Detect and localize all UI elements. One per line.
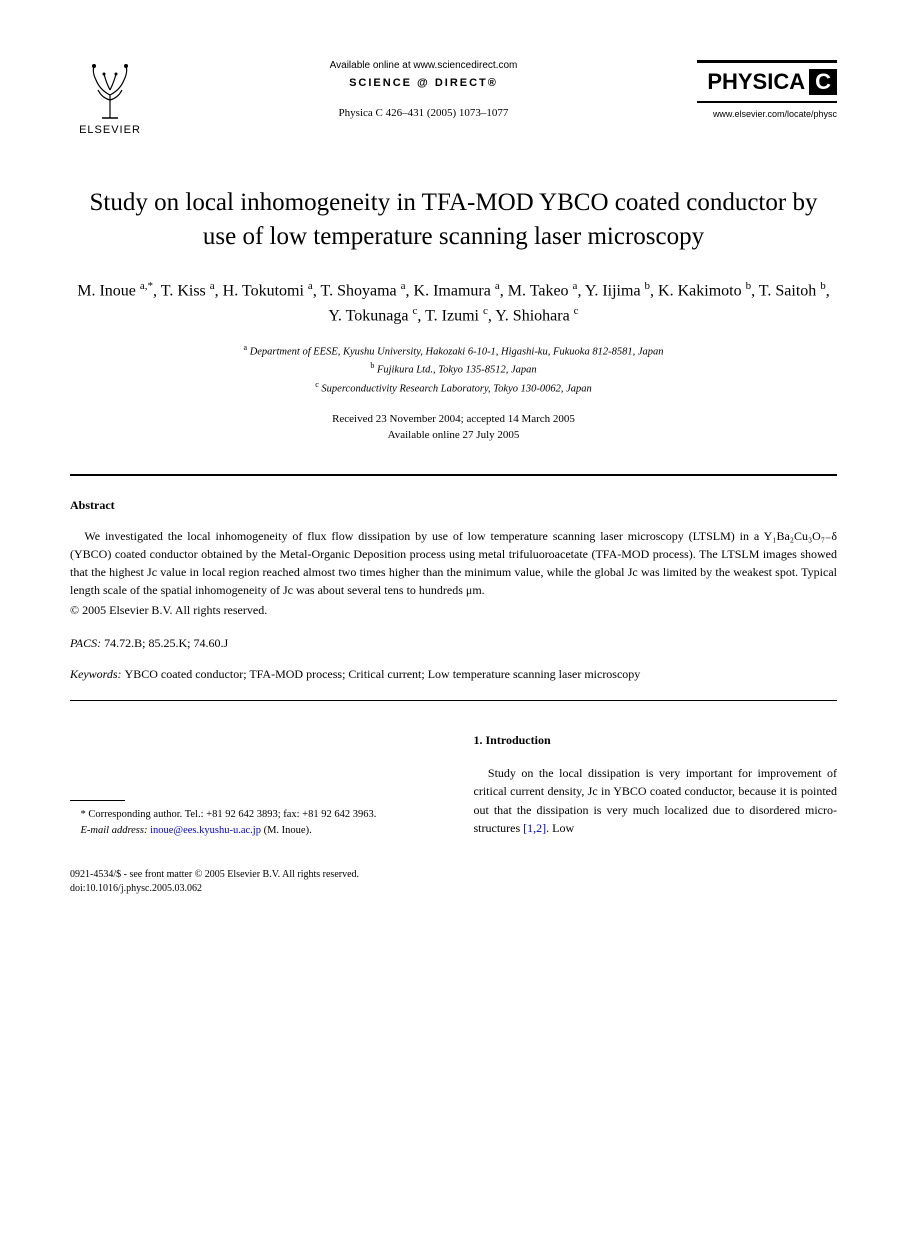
body-columns: * Corresponding author. Tel.: +81 92 642… bbox=[70, 731, 837, 838]
abstract-copyright: © 2005 Elsevier B.V. All rights reserved… bbox=[70, 603, 837, 618]
introduction-text: Study on the local dissipation is very i… bbox=[474, 764, 838, 838]
journal-bar-top bbox=[697, 60, 837, 63]
pacs-label: PACS: bbox=[70, 636, 101, 650]
affiliation-a: a Department of EESE, Kyushu University,… bbox=[70, 342, 837, 360]
elsevier-tree-icon bbox=[82, 60, 138, 120]
issn-line: 0921-4534/$ - see front matter © 2005 El… bbox=[70, 868, 837, 882]
introduction-heading: 1. Introduction bbox=[474, 731, 838, 750]
affiliations-block: a Department of EESE, Kyushu University,… bbox=[70, 342, 837, 397]
journal-badge: PHYSICA C www.elsevier.com/locate/physc bbox=[697, 60, 837, 119]
doi-line: doi:10.1016/j.physc.2005.03.062 bbox=[70, 882, 837, 896]
pacs-line: PACS: 74.72.B; 85.25.K; 74.60.J bbox=[70, 636, 837, 651]
publisher-name: ELSEVIER bbox=[70, 124, 150, 136]
pacs-codes: 74.72.B; 85.25.K; 74.60.J bbox=[104, 636, 228, 650]
corresponding-author-footnote: * Corresponding author. Tel.: +81 92 642… bbox=[70, 807, 434, 822]
journal-bar-bottom bbox=[697, 101, 837, 103]
reference-link-1-2[interactable]: [1,2] bbox=[523, 821, 546, 835]
journal-url[interactable]: www.elsevier.com/locate/physc bbox=[697, 109, 837, 119]
online-date: Available online 27 July 2005 bbox=[70, 427, 837, 444]
affiliation-c: c Superconductivity Research Laboratory,… bbox=[70, 379, 837, 397]
email-person: (M. Inoue). bbox=[264, 825, 312, 836]
citation-text: Physica C 426–431 (2005) 1073–1077 bbox=[170, 107, 677, 119]
center-header: Available online at www.sciencedirect.co… bbox=[150, 60, 697, 123]
keywords-line: Keywords: YBCO coated conductor; TFA-MOD… bbox=[70, 667, 837, 682]
publisher-logo: ELSEVIER bbox=[70, 60, 150, 136]
abstract-label: Abstract bbox=[70, 498, 837, 513]
abstract-text: We investigated the local inhomogeneity … bbox=[70, 527, 837, 599]
header-row: ELSEVIER Available online at www.science… bbox=[70, 60, 837, 136]
intro-part2: . Low bbox=[546, 821, 574, 835]
paper-title: Study on local inhomogeneity in TFA-MOD … bbox=[70, 186, 837, 254]
keywords-list: YBCO coated conductor; TFA-MOD process; … bbox=[125, 667, 641, 681]
available-online-text: Available online at www.sciencedirect.co… bbox=[170, 60, 677, 71]
journal-name-text: PHYSICA bbox=[707, 69, 805, 95]
authors-list: M. Inoue a,*, T. Kiss a, H. Tokutomi a, … bbox=[70, 278, 837, 329]
dates-block: Received 23 November 2004; accepted 14 M… bbox=[70, 411, 837, 444]
divider-thin-1 bbox=[70, 700, 837, 701]
keywords-label: Keywords: bbox=[70, 667, 122, 681]
left-column: * Corresponding author. Tel.: +81 92 642… bbox=[70, 731, 434, 838]
received-date: Received 23 November 2004; accepted 14 M… bbox=[70, 411, 837, 428]
email-link[interactable]: inoue@ees.kyushu-u.ac.jp bbox=[150, 825, 261, 836]
email-footnote: E-mail address: inoue@ees.kyushu-u.ac.jp… bbox=[70, 823, 434, 838]
science-direct-logo: SCIENCE @ DIRECT® bbox=[170, 77, 677, 89]
bottom-metadata: 0921-4534/$ - see front matter © 2005 El… bbox=[70, 868, 837, 896]
footnote-separator bbox=[70, 800, 125, 801]
right-column: 1. Introduction Study on the local dissi… bbox=[474, 731, 838, 838]
journal-name: PHYSICA C bbox=[697, 69, 837, 95]
affiliation-b: b Fujikura Ltd., Tokyo 135-8512, Japan bbox=[70, 360, 837, 378]
journal-letter: C bbox=[809, 69, 837, 95]
divider-thick-1 bbox=[70, 474, 837, 476]
email-label: E-mail address: bbox=[81, 825, 148, 836]
